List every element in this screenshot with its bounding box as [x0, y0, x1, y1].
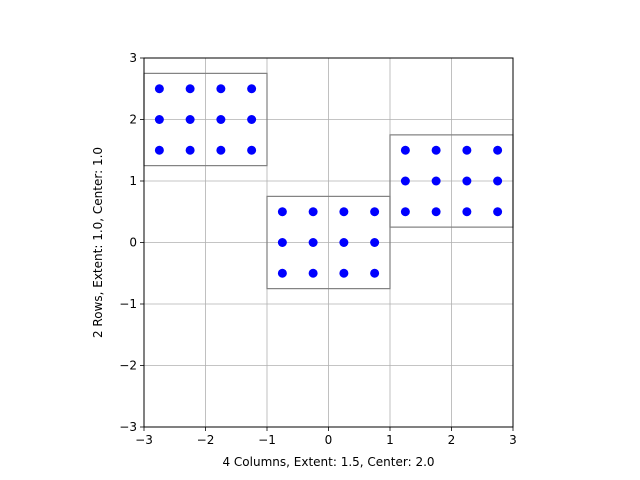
- data-point: [308, 268, 318, 278]
- data-point: [462, 207, 472, 217]
- data-point: [339, 268, 349, 278]
- y-tick-label: 0: [129, 236, 137, 250]
- data-point: [154, 115, 164, 124]
- cell-box-2: [266, 195, 391, 290]
- data-point: [400, 145, 410, 155]
- data-point: [462, 176, 472, 186]
- y-tick-label: −3: [119, 420, 137, 434]
- x-tick-label: −2: [197, 433, 215, 447]
- data-point: [308, 238, 318, 247]
- y-tick-label: 1: [129, 174, 137, 188]
- data-point: [247, 115, 257, 124]
- data-point: [431, 176, 441, 186]
- data-point: [493, 145, 503, 155]
- data-point: [431, 145, 441, 155]
- data-point: [216, 145, 226, 155]
- x-tick-label: 2: [448, 433, 456, 447]
- data-point: [339, 238, 349, 247]
- data-points: [154, 84, 503, 278]
- data-point: [400, 207, 410, 217]
- data-point: [154, 84, 164, 94]
- x-axis-label: 4 Columns, Extent: 1.5, Center: 2.0: [222, 455, 434, 469]
- data-point: [277, 268, 287, 278]
- data-point: [308, 207, 318, 217]
- y-tick-label: −2: [119, 359, 137, 373]
- data-point: [247, 84, 257, 94]
- data-point: [216, 84, 226, 94]
- data-point: [154, 145, 164, 155]
- x-tick-label: −1: [258, 433, 276, 447]
- data-point: [185, 115, 195, 124]
- y-axis-label: 2 Rows, Extent: 1.0, Center: 1.0: [91, 147, 105, 338]
- y-tick-label: −1: [119, 297, 137, 311]
- x-tick-label: 1: [386, 433, 394, 447]
- y-tick-label: 2: [129, 113, 137, 127]
- axis-ticks: −3 −2 −1 0 1 2 3 −3 −2 −1 0 1 2 3: [119, 51, 517, 447]
- x-tick-label: 3: [509, 433, 517, 447]
- data-point: [370, 207, 380, 217]
- data-point: [216, 115, 226, 124]
- data-point: [185, 84, 195, 94]
- data-point: [185, 145, 195, 155]
- data-point: [277, 207, 287, 217]
- data-point: [431, 207, 441, 217]
- data-point: [277, 238, 287, 247]
- data-point: [493, 207, 503, 217]
- data-point: [339, 207, 349, 217]
- data-point: [370, 268, 380, 278]
- y-tick-label: 3: [129, 51, 137, 65]
- x-tick-label: −3: [135, 433, 153, 447]
- data-point: [493, 176, 503, 186]
- data-point: [400, 176, 410, 186]
- data-point: [370, 238, 380, 247]
- x-tick-label: 0: [325, 433, 333, 447]
- data-point: [462, 145, 472, 155]
- data-point: [247, 145, 257, 155]
